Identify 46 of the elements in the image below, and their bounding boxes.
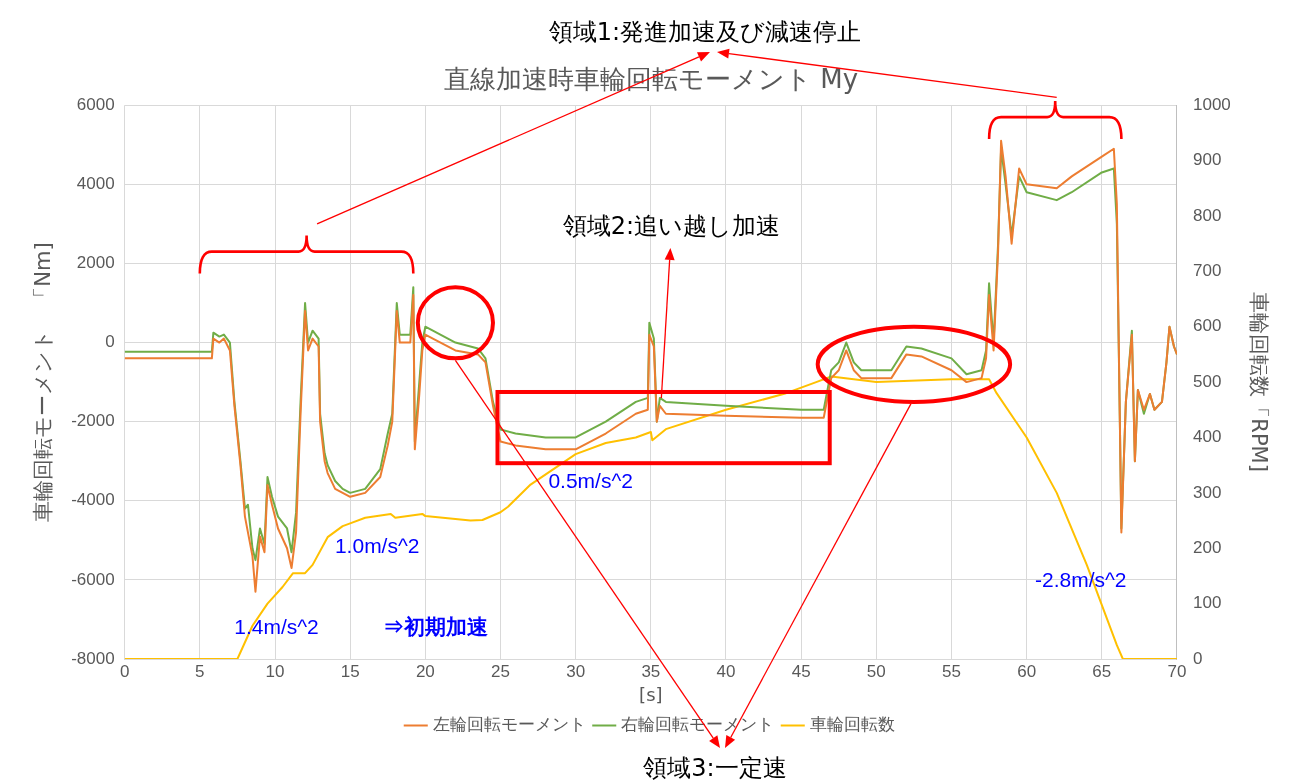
y2-tick-label: 300 — [1192, 482, 1222, 502]
legend-label: 右輪回転モーメント — [621, 713, 775, 734]
x-tick-label: 30 — [566, 661, 586, 681]
y2-tick-label: 700 — [1192, 261, 1222, 281]
x-tick-label: 0 — [119, 661, 130, 681]
x-tick-label: 60 — [1017, 661, 1037, 681]
y2-tick-label: 200 — [1192, 537, 1222, 557]
x-tick-label: 40 — [716, 661, 736, 681]
y-axis-title: 車輪回転モーメント 「Nm] — [31, 242, 56, 522]
y2-tick-label: 400 — [1192, 427, 1222, 447]
legend-label: 左輪回転モーメント — [432, 713, 586, 734]
y-tick-label: 0 — [105, 332, 115, 352]
x-tick-label: 20 — [415, 661, 435, 681]
y2-axis-title: 車輪回転数「RPM] — [1246, 292, 1271, 472]
annotation: 領域2:追い越し加速 — [562, 212, 781, 241]
y2-tick-label: 600 — [1192, 316, 1222, 336]
y2-tick-label: 100 — [1192, 593, 1222, 613]
y2-tick-label: 500 — [1192, 371, 1222, 391]
text: 領域3:一定速 — [643, 753, 787, 784]
text: 領域1:発進加速及び減速停止 — [548, 17, 862, 48]
annotation: 1.0m/s^2 — [334, 534, 420, 559]
y-tick-label: 6000 — [76, 94, 115, 114]
y-tick-label: 4000 — [76, 174, 115, 193]
x-axis-title: [s] — [639, 683, 663, 705]
x-tick-label: 35 — [641, 661, 661, 681]
legend-label: 車輪回転数 — [809, 713, 895, 734]
x-tick-label: 50 — [866, 661, 886, 681]
x-tick-label: 55 — [942, 661, 961, 681]
x-tick-label: 70 — [1167, 661, 1187, 681]
y-tick-label: -8000 — [71, 648, 115, 668]
y2-tick-label: 800 — [1192, 205, 1222, 225]
x-tick-label: 65 — [1092, 661, 1112, 681]
x-tick-label: 25 — [491, 661, 510, 681]
x-tick-label: 15 — [340, 661, 360, 681]
x-tick-label: 10 — [265, 661, 285, 681]
annotation: ⇒初期加速 — [383, 614, 489, 641]
y-tick-label: -6000 — [71, 569, 115, 589]
y-tick-label: 2000 — [76, 253, 115, 273]
x-tick-label: 5 — [195, 661, 205, 681]
y2-tick-label: 900 — [1192, 150, 1222, 170]
annotation: 0.5m/s^2 — [548, 468, 633, 493]
y2-tick-label: 0 — [1192, 648, 1203, 668]
y-tick-label: -4000 — [71, 490, 115, 510]
y2-tick-label: 1000 — [1192, 94, 1231, 114]
y-tick-label: -2000 — [71, 411, 115, 431]
x-tick-label: 45 — [791, 661, 811, 681]
